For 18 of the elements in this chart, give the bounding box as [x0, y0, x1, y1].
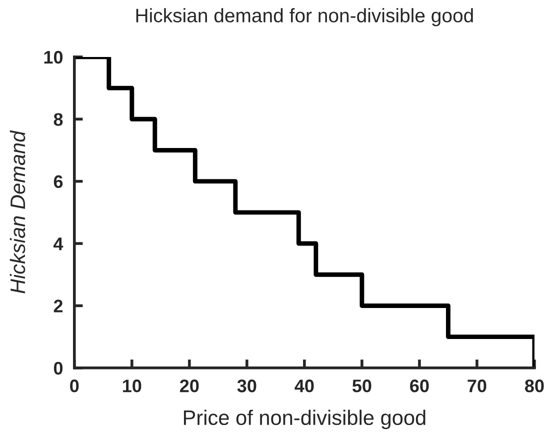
y-tick-label: 10: [44, 50, 63, 64]
x-tick-label: 60: [410, 380, 429, 392]
chart-title: Hicksian demand for non-divisible good: [136, 8, 473, 26]
y-axis-title: Hicksian Demand: [10, 130, 26, 294]
x-tick-label: 30: [237, 380, 256, 392]
y-tick-label: 8: [54, 113, 63, 126]
y-tick-label: 0: [54, 362, 63, 375]
x-axis-title: Price of non-divisible good: [184, 410, 426, 430]
x-tick-label: 80: [525, 380, 544, 392]
x-tick-label: 20: [180, 380, 199, 392]
y-tick-label: 2: [54, 300, 63, 312]
y-tick-label: 6: [54, 175, 63, 188]
y-tick-label: 4: [54, 238, 64, 250]
x-tick-label: 0: [70, 380, 79, 392]
x-tick-label: 50: [352, 380, 372, 392]
x-tick-label: 40: [294, 380, 314, 392]
x-tick-label: 70: [468, 380, 486, 392]
x-tick-label: 10: [122, 380, 142, 392]
